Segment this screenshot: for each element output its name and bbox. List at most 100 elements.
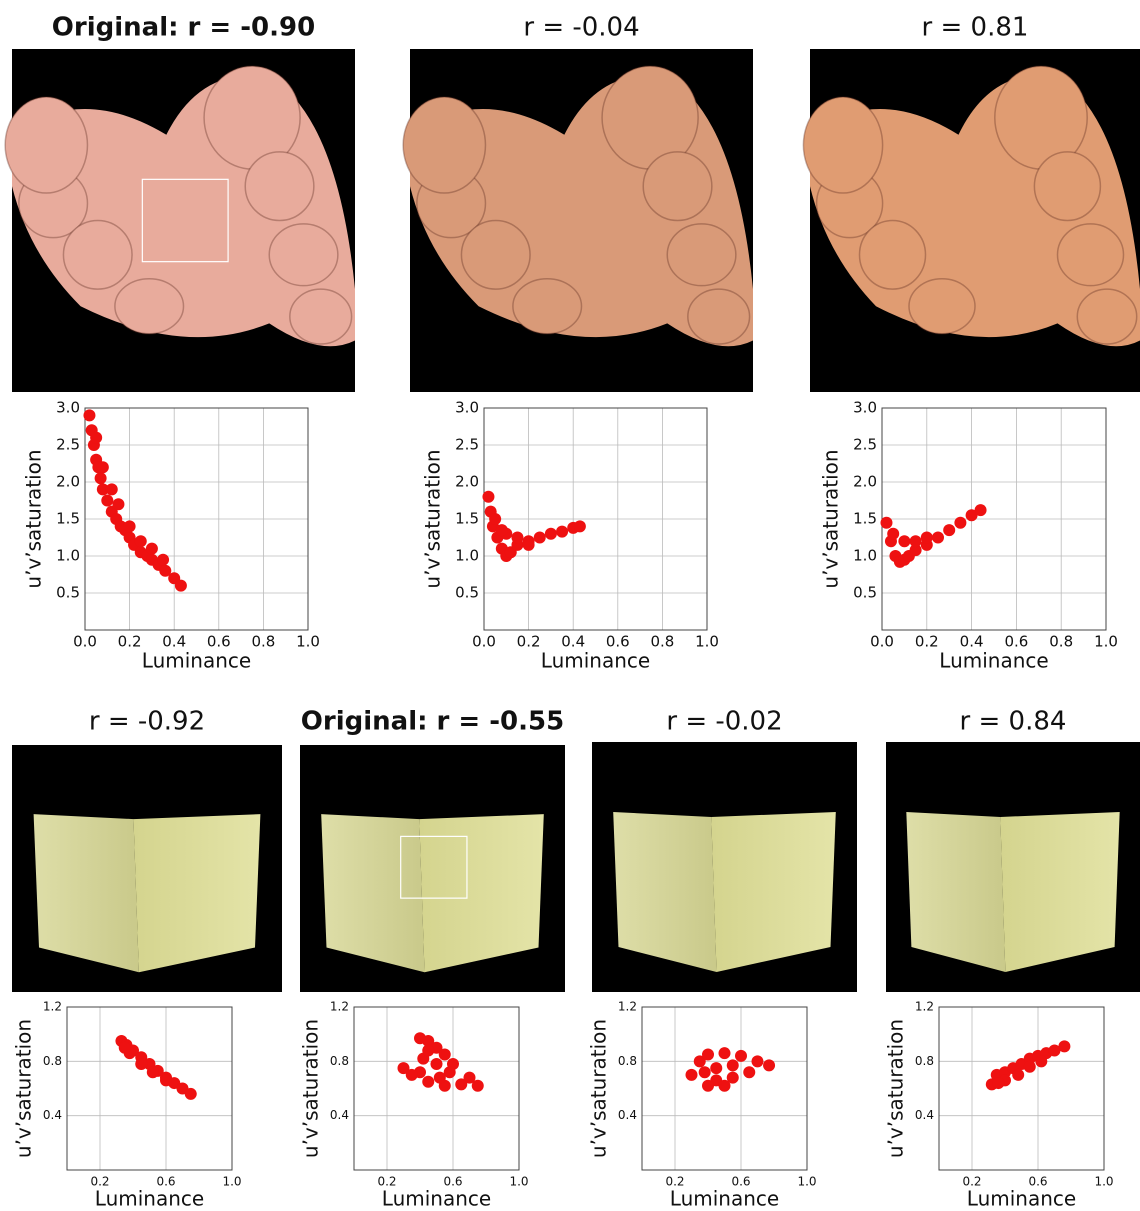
x-tick-label: 1.0 [296,633,320,651]
x-tick-label: 1.0 [1094,1175,1113,1189]
scatter-point [160,1074,172,1086]
y-tick-label: 0.5 [853,584,877,602]
panel-title: r = -0.04 [523,13,639,43]
scatter-point [735,1050,747,1062]
photo [592,742,857,992]
scatter-point [101,495,113,507]
scatter-point [489,513,501,525]
y-tick-label: 2.5 [853,436,877,454]
y-tick-label: 1.5 [853,510,877,528]
photo [403,49,753,392]
panel-title: r = 0.84 [960,707,1067,737]
y-tick-label: 1.2 [915,1000,934,1014]
toe [461,221,530,290]
toe [667,224,736,286]
x-tick-label: 1.0 [695,633,719,651]
scatter-point [1024,1061,1036,1073]
scatter-point [943,524,955,536]
cube-right [711,812,836,972]
scatter-point [175,580,187,592]
x-tick-label: 0.2 [118,633,142,651]
x-tick-label: 0.0 [870,633,894,651]
x-axis-label: Luminance [541,649,650,673]
cube-right [419,814,544,972]
plot-area [354,1007,519,1170]
y-axis-label: u’v’saturation [819,449,843,588]
scatter-point [147,1066,159,1078]
scatter-point [702,1049,714,1061]
x-tick-label: 0.2 [517,633,541,651]
scatter-point [752,1055,764,1067]
y-tick-label: 1.2 [618,1000,637,1014]
y-axis-label: u’v’saturation [884,1019,908,1158]
scatter-point [185,1088,197,1100]
scatter-point [887,528,899,540]
y-tick-label: 0.5 [455,584,479,602]
plot-area [939,1007,1104,1170]
scatter-point [921,532,933,544]
x-tick-label: 0.8 [1049,633,1073,651]
y-tick-label: 1.0 [455,547,479,565]
y-tick-label: 0.4 [330,1108,349,1122]
x-tick-label: 1.0 [222,1175,241,1189]
y-tick-label: 2.0 [56,473,80,491]
photo [12,745,282,992]
scatter-point [523,539,535,551]
x-axis-label: Luminance [967,1187,1076,1211]
toe [1077,289,1136,344]
scatter-point [898,535,910,547]
scatter-point [975,504,987,516]
y-tick-label: 3.0 [853,399,877,417]
plot-area [67,1007,232,1170]
panel-title: Original: r = -0.55 [301,707,564,737]
y-tick-label: 0.4 [43,1108,62,1122]
scatter-point [90,432,102,444]
y-tick-label: 2.5 [56,436,80,454]
x-tick-label: 0.8 [251,633,275,651]
scatter-point [95,472,107,484]
scatter-point [880,517,892,529]
y-tick-label: 2.0 [853,473,877,491]
y-tick-label: 1.2 [330,1000,349,1014]
x-axis-label: Luminance [939,649,1048,673]
scatter-point [763,1059,775,1071]
scatter-point [727,1059,739,1071]
cube-left [906,812,1005,972]
toe [115,279,184,334]
toe [1034,152,1100,221]
scatter-point [482,491,494,503]
scatter-point [422,1044,434,1056]
scatter-point [157,554,169,566]
toe [1058,224,1124,286]
cube-left [613,812,716,972]
toe [290,289,352,344]
x-tick-label: 1.0 [509,1175,528,1189]
y-tick-label: 0.8 [618,1054,637,1068]
toe [643,152,712,221]
cube-right [1000,812,1119,972]
toe [245,152,314,221]
x-tick-label: 0.0 [73,633,97,651]
y-tick-label: 1.0 [56,547,80,565]
y-tick-label: 1.2 [43,1000,62,1014]
panel-title: r = 0.81 [922,13,1029,43]
y-tick-label: 0.8 [915,1054,934,1068]
y-axis-label: u’v’saturation [421,449,445,588]
toe [269,224,338,286]
scatter-point [135,1058,147,1070]
y-tick-label: 0.8 [43,1054,62,1068]
toe [688,289,750,344]
scatter-point [455,1078,467,1090]
toe [403,97,485,193]
y-tick-label: 1.5 [455,510,479,528]
scatter-point [146,543,158,555]
cube-right [134,814,261,972]
photo [5,49,355,392]
scatter-point [434,1072,446,1084]
photo [803,49,1140,392]
scatter-point [686,1069,698,1081]
x-tick-label: 1.0 [797,1175,816,1189]
y-tick-label: 3.0 [455,399,479,417]
photo [300,745,565,992]
x-tick-label: 1.0 [1094,633,1118,651]
